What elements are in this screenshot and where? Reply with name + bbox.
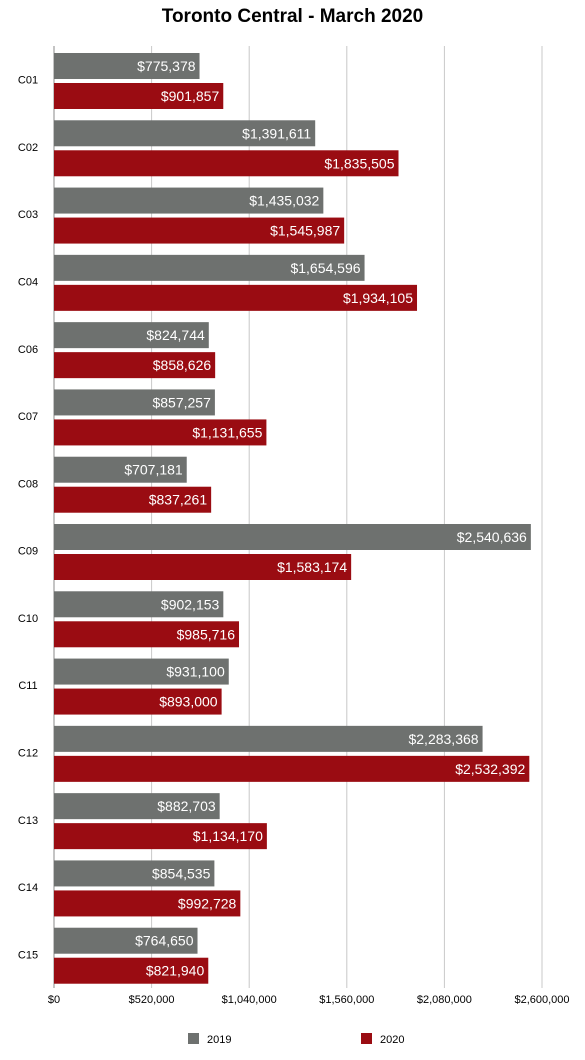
bar-2020-C09 bbox=[54, 554, 352, 580]
legend: 2019 2020 bbox=[188, 1033, 404, 1046]
legend-swatch-2019 bbox=[188, 1033, 199, 1044]
category-label: C06 bbox=[18, 344, 38, 356]
category-labels: C01 C02 C03 C04 C06 C07 C08 C09 C10 C11 C12 C13 C14 C… bbox=[18, 75, 38, 962]
data-label: $985,716 bbox=[177, 626, 236, 642]
bar-2020-C04 bbox=[54, 284, 418, 311]
data-label: $1,545,987 bbox=[270, 223, 340, 239]
bar-2019-C02 bbox=[54, 120, 316, 147]
data-label: $1,435,032 bbox=[249, 193, 319, 209]
data-label: $882,703 bbox=[157, 798, 216, 814]
bars: $775,378 $901,857 $1,391,611 $1,835,505 $1,4… bbox=[54, 53, 531, 984]
bar-2019-C15 bbox=[54, 927, 198, 954]
category-label: C15 bbox=[18, 949, 38, 961]
x-tick-label: $520,000 bbox=[129, 994, 175, 1006]
category-label: C04 bbox=[18, 277, 38, 289]
bar-2020-C07 bbox=[54, 419, 267, 446]
data-label: $901,857 bbox=[161, 88, 220, 104]
bar-2020-C08 bbox=[54, 486, 212, 513]
data-label: $821,940 bbox=[146, 963, 205, 979]
data-label: $2,540,636 bbox=[457, 529, 527, 545]
data-label: $992,728 bbox=[178, 895, 237, 911]
data-label: $1,654,596 bbox=[290, 260, 360, 276]
data-label: $1,131,655 bbox=[192, 424, 262, 440]
category-label: C02 bbox=[18, 142, 38, 154]
bar-2020-C10 bbox=[54, 621, 240, 648]
data-label: $1,583,174 bbox=[277, 559, 347, 575]
data-label: $1,134,170 bbox=[193, 828, 263, 844]
bar-2020-C01 bbox=[54, 83, 224, 109]
category-label: C14 bbox=[18, 882, 38, 894]
bar-2019-C13 bbox=[54, 793, 220, 820]
data-label: $707,181 bbox=[124, 462, 183, 478]
bar-2020-C13 bbox=[54, 823, 267, 850]
category-label: C12 bbox=[18, 748, 38, 760]
bar-2020-C12 bbox=[54, 755, 530, 782]
category-label: C13 bbox=[18, 815, 38, 827]
bar-2019-C09 bbox=[54, 524, 531, 550]
category-label: C07 bbox=[18, 411, 38, 423]
bar-2019-C07 bbox=[54, 389, 215, 416]
bar-2020-C14 bbox=[54, 890, 241, 917]
bar-2019-C06 bbox=[54, 322, 209, 349]
data-label: $764,650 bbox=[135, 933, 194, 949]
legend-label-2019: 2019 bbox=[207, 1034, 231, 1046]
x-tick-label: $0 bbox=[48, 994, 60, 1006]
data-label: $857,257 bbox=[152, 394, 211, 410]
legend-label-2020: 2020 bbox=[380, 1034, 404, 1046]
category-label: C01 bbox=[18, 75, 38, 87]
data-label: $2,532,392 bbox=[455, 761, 525, 777]
data-label: $931,100 bbox=[166, 664, 225, 680]
bar-2019-C04 bbox=[54, 254, 365, 281]
bar-2020-C15 bbox=[54, 957, 209, 984]
data-label: $2,283,368 bbox=[408, 731, 478, 747]
bar-2020-C06 bbox=[54, 352, 216, 379]
data-label: $1,934,105 bbox=[343, 290, 413, 306]
category-label: C03 bbox=[18, 209, 38, 221]
x-tick-label: $2,080,000 bbox=[417, 994, 472, 1006]
x-tick-label: $2,600,000 bbox=[514, 994, 569, 1006]
category-label: C11 bbox=[18, 680, 37, 692]
data-label: $1,835,505 bbox=[324, 155, 394, 171]
bar-2019-C03 bbox=[54, 187, 324, 214]
bar-2019-C08 bbox=[54, 456, 187, 483]
bar-2019-C11 bbox=[54, 658, 229, 685]
bar-2020-C02 bbox=[54, 150, 399, 177]
x-tick-label: $1,040,000 bbox=[222, 994, 277, 1006]
bar-2019-C12 bbox=[54, 725, 483, 752]
category-label: C08 bbox=[18, 478, 38, 490]
data-label: $902,153 bbox=[161, 596, 220, 612]
data-label: $858,626 bbox=[153, 357, 212, 373]
bar-2019-C14 bbox=[54, 860, 215, 887]
data-label: $1,391,611 bbox=[242, 125, 311, 141]
category-label: C10 bbox=[18, 613, 38, 625]
x-tick-label: $1,560,000 bbox=[319, 994, 374, 1006]
data-label: $893,000 bbox=[159, 694, 218, 710]
category-label: C09 bbox=[18, 546, 38, 558]
x-axis: $0 $520,000 $1,040,000 $1,560,000 $2,080,000… bbox=[48, 994, 570, 1006]
bar-2019-C01 bbox=[54, 53, 200, 79]
data-label: $775,378 bbox=[137, 58, 196, 74]
bar-2019-C10 bbox=[54, 591, 224, 618]
bar-2020-C11 bbox=[54, 688, 222, 715]
chart-title: Toronto Central - March 2020 bbox=[161, 6, 424, 27]
bar-2020-C03 bbox=[54, 217, 345, 244]
data-label: $824,744 bbox=[146, 327, 205, 343]
legend-swatch-2020 bbox=[361, 1033, 372, 1044]
data-label: $837,261 bbox=[149, 492, 208, 508]
data-label: $854,535 bbox=[152, 865, 211, 881]
